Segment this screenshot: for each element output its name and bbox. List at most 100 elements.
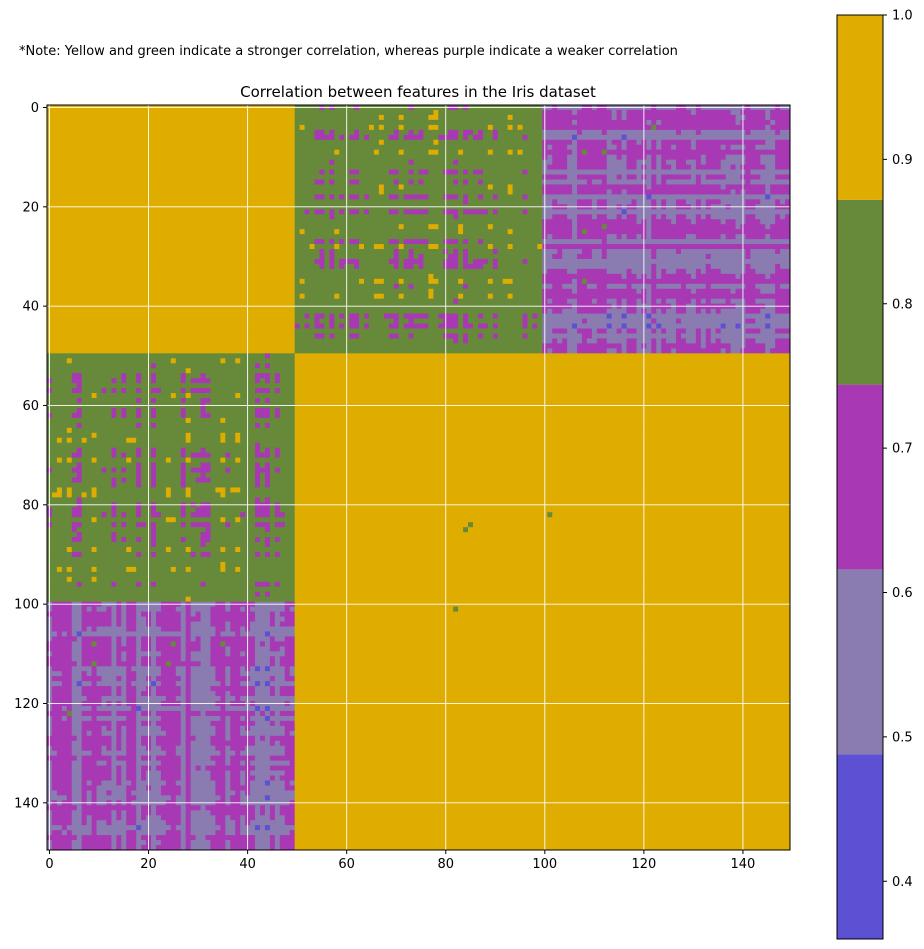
heatmap-cell — [735, 323, 741, 329]
heatmap-cell — [106, 467, 112, 473]
heatmap-cell — [81, 388, 102, 394]
heatmap-cell — [542, 179, 588, 185]
heatmap-cell — [91, 547, 97, 553]
heatmap-cell — [180, 775, 187, 781]
heatmap-cell — [91, 626, 97, 632]
heatmap-cell — [284, 815, 296, 821]
heatmap-cell — [269, 775, 276, 781]
heatmap-cell — [175, 825, 187, 831]
heatmap-cell — [695, 328, 702, 334]
heatmap-cell — [626, 189, 731, 195]
heatmap-cell — [294, 144, 543, 151]
heatmap-cell — [205, 765, 256, 771]
heatmap-cell — [294, 830, 791, 836]
heatmap-cell — [542, 293, 647, 300]
heatmap-cell — [567, 174, 578, 180]
heatmap-cell — [76, 527, 152, 533]
heatmap-cell — [185, 656, 192, 662]
heatmap-cell — [225, 651, 231, 657]
heatmap-cell — [121, 765, 127, 771]
heatmap-cell — [225, 676, 231, 682]
heatmap-cell — [656, 139, 662, 146]
heatmap-cell — [225, 517, 236, 523]
heatmap-cell — [255, 477, 261, 483]
heatmap-cell — [775, 308, 791, 314]
heatmap-cell — [656, 249, 677, 255]
heatmap-cell — [463, 527, 469, 533]
heatmap-cell — [185, 805, 201, 811]
heatmap-cell — [676, 129, 682, 136]
heatmap-cell — [91, 517, 97, 523]
heatmap-cell — [294, 517, 791, 523]
heatmap-cell — [656, 338, 662, 344]
heatmap-cell — [225, 830, 236, 836]
heatmap-cell — [81, 631, 187, 637]
heatmap-cell — [141, 845, 152, 851]
heatmap-cell — [403, 149, 429, 156]
heatmap-cell — [383, 278, 400, 285]
heatmap-cell — [96, 830, 127, 836]
heatmap-cell — [255, 447, 261, 454]
heatmap-cell — [255, 537, 261, 543]
heatmap-cell — [81, 656, 112, 662]
heatmap-cell — [269, 552, 276, 558]
heatmap-cell — [294, 368, 791, 374]
heatmap-cell — [269, 681, 296, 687]
heatmap-cell — [710, 263, 746, 270]
heatmap-cell — [611, 313, 622, 319]
heatmap-cell — [155, 507, 182, 513]
heatmap-cell — [141, 775, 147, 781]
heatmap-cell — [626, 348, 637, 354]
heatmap-cell — [349, 179, 360, 185]
heatmap-cell — [195, 636, 201, 642]
heatmap-cell — [294, 770, 791, 776]
colorbar-tick-label: 0.6 — [892, 586, 913, 601]
heatmap-cell — [215, 725, 226, 732]
heatmap-cell — [250, 621, 271, 627]
heatmap-cell — [185, 681, 192, 687]
heatmap-cell — [200, 542, 206, 548]
heatmap-cell — [126, 522, 137, 528]
heatmap-cell — [190, 626, 216, 632]
chart-title: Correlation between features in the Iris… — [240, 83, 596, 101]
heatmap-cell — [577, 254, 593, 260]
heatmap-cell — [71, 477, 83, 483]
heatmap-cell — [51, 621, 73, 627]
heatmap-cell — [294, 467, 791, 473]
heatmap-cell — [240, 666, 246, 672]
heatmap-cell — [507, 149, 514, 156]
heatmap-cell — [542, 288, 573, 295]
heatmap-cell — [190, 825, 221, 831]
heatmap-cell — [225, 720, 231, 727]
heatmap-cell — [269, 646, 281, 652]
heatmap-cell — [512, 149, 518, 156]
heatmap-cell — [572, 229, 578, 235]
heatmap-cell — [477, 129, 484, 136]
heatmap-cell — [577, 229, 583, 235]
heatmap-cell — [700, 333, 707, 339]
heatmap-cell — [403, 263, 414, 270]
heatmap-cell — [116, 407, 122, 414]
heatmap-cell — [111, 835, 117, 841]
heatmap-cell — [606, 214, 618, 220]
heatmap-cell — [259, 447, 266, 454]
heatmap-cell — [220, 750, 226, 757]
heatmap-cell — [626, 234, 637, 240]
heatmap-cell — [141, 412, 152, 419]
heatmap-cell — [81, 641, 92, 647]
heatmap-cell — [136, 840, 147, 846]
heatmap-cell — [577, 219, 637, 225]
heatmap-cell — [126, 437, 137, 444]
heatmap-cell — [210, 845, 226, 851]
heatmap-cell — [398, 333, 409, 339]
heatmap-cell — [116, 621, 122, 627]
heatmap-cell — [264, 497, 271, 503]
heatmap-cell — [91, 715, 97, 722]
heatmap-cell — [606, 199, 632, 205]
heatmap-cell — [175, 681, 187, 687]
heatmap-cell — [47, 641, 73, 647]
heatmap-cell — [685, 283, 707, 290]
heatmap-cell — [636, 164, 642, 170]
heatmap-cell — [279, 835, 296, 841]
heatmap-cell — [458, 254, 464, 260]
